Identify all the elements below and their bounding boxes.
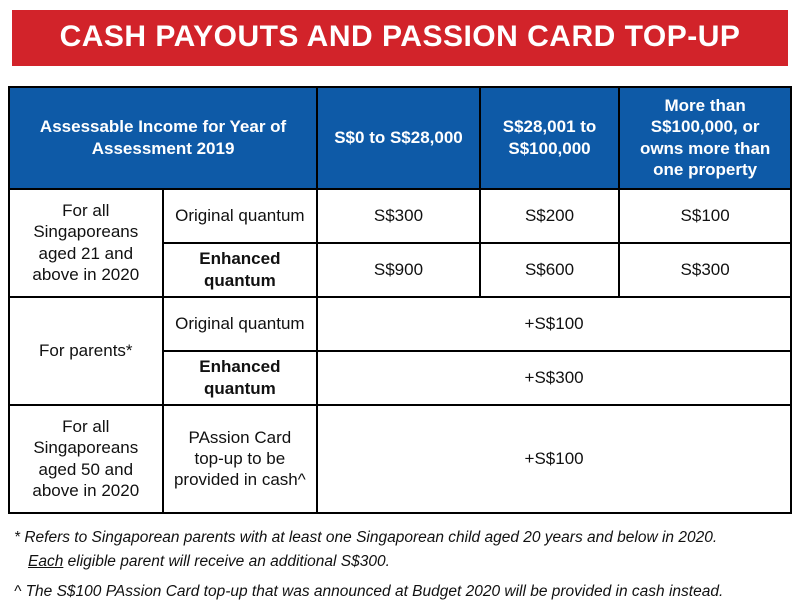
row-type-original-quantum-parents: Original quantum <box>161 295 319 352</box>
group-label-singaporeans-21: For all Singaporeans aged 21 and above i… <box>8 187 164 298</box>
footnote-parents-line2-rest: eligible parent will receive an addition… <box>63 552 390 570</box>
row-type-enhanced-quantum: Enhanced quantum <box>161 241 319 298</box>
footnote-parents: * Refers to Singaporean parents with at … <box>14 526 786 574</box>
value-cell-enhanced-low: S$900 <box>316 241 481 298</box>
header-bracket-high: More than S$100,000, or owns more than o… <box>618 85 792 190</box>
row-type-passion-card-topup: PAssion Card top-up to be provided in ca… <box>161 403 319 514</box>
value-cell-enhanced-mid: S$600 <box>478 241 621 298</box>
footnote-passion-card: ^ The S$100 PAssion Card top-up that was… <box>14 582 724 600</box>
value-cell-parents-original: +S$100 <box>316 295 792 352</box>
table-row: For parents* Original quantum +S$100 <box>8 295 792 406</box>
footnote-parents-line2: Each eligible parent will receive an add… <box>14 553 390 570</box>
row-type-enhanced-quantum-parents: Enhanced quantum <box>161 349 319 406</box>
value-cell-enhanced-high: S$300 <box>618 241 792 298</box>
header-bracket-mid: S$28,001 to S$100,000 <box>478 85 621 190</box>
footnote-each-underlined: Each <box>28 552 64 570</box>
footnote-parents-line1: * Refers to Singaporean parents with at … <box>14 528 718 546</box>
value-cell-original-high: S$100 <box>618 187 792 244</box>
value-cell-original-mid: S$200 <box>478 187 621 244</box>
footnotes: * Refers to Singaporean parents with at … <box>14 526 786 604</box>
header-assessable-income: Assessable Income for Year of Assessment… <box>7 85 319 190</box>
page-title: CASH PAYOUTS AND PASSION CARD TOP-UP <box>59 20 741 53</box>
table-row: For all Singaporeans aged 21 and above i… <box>8 187 792 298</box>
table-row: Enhanced quantum S$900 S$600 S$300 <box>9 241 792 298</box>
row-type-original-quantum: Original quantum <box>161 187 319 244</box>
value-cell-passion-topup: +S$100 <box>316 403 792 514</box>
value-cell-original-low: S$300 <box>316 187 481 244</box>
group-label-parents: For parents* <box>8 295 164 406</box>
value-cell-parents-enhanced: +S$300 <box>316 349 792 406</box>
table-header-row: Assessable Income for Year of Assessment… <box>7 85 792 190</box>
table-row: For all Singaporeans aged 50 and above i… <box>8 403 792 514</box>
header-bracket-low: S$0 to S$28,000 <box>316 85 481 190</box>
title-banner: CASH PAYOUTS AND PASSION CARD TOP-UP <box>12 10 788 66</box>
payout-table: Assessable Income for Year of Assessment… <box>7 85 792 514</box>
table-row: Enhanced quantum +S$300 <box>9 349 792 406</box>
group-label-singaporeans-50: For all Singaporeans aged 50 and above i… <box>8 403 164 514</box>
